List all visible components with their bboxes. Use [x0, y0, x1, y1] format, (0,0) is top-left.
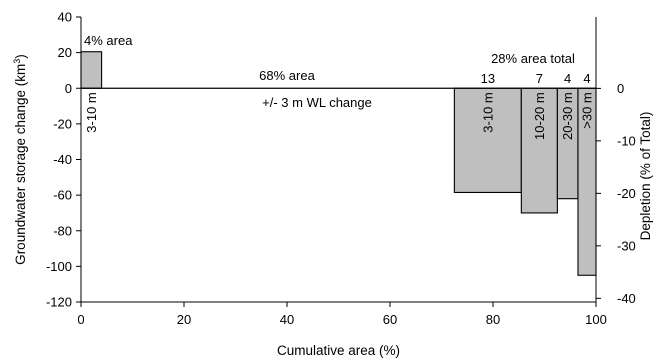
bar-label-0: 3-10 m — [84, 92, 99, 132]
count-label: 4 — [564, 71, 571, 86]
bars-layer — [80, 51, 597, 276]
y-tick-label: -80 — [53, 223, 72, 238]
y2-tick-label: -40 — [617, 291, 636, 306]
y-tick-label: 0 — [65, 81, 72, 96]
count-label: 4 — [583, 71, 590, 86]
y-tick-label: -100 — [46, 259, 72, 274]
y-tick-label: -20 — [53, 116, 72, 131]
y-axis-title-suffix: ) — [13, 54, 28, 59]
y-tick-label: 40 — [58, 10, 72, 25]
y-tick-label: -120 — [46, 295, 72, 310]
y-axis-title-main: Groundwater storage change (km — [13, 64, 28, 265]
bar-0 — [80, 51, 103, 89]
y2-tick-label: -30 — [617, 238, 636, 253]
y2-tick-label: 0 — [617, 81, 624, 96]
count-label: 13 — [481, 71, 495, 86]
bar-label-3: 20-30 m — [560, 92, 575, 140]
annotation-28pct-area-total: 28% area total — [491, 51, 575, 66]
y-axis-title-superscript: 3 — [12, 59, 22, 64]
y2-tick-label: -10 — [617, 133, 636, 148]
bar-1 — [453, 87, 522, 194]
count-label: 7 — [536, 71, 543, 86]
bar-2 — [520, 87, 558, 214]
bar-label-1: 3-10 m — [480, 92, 495, 132]
x-axis-title: Cumulative area (%) — [277, 343, 400, 358]
annotation-wl-change: +/- 3 m WL change — [262, 95, 372, 110]
x-tick-label: 100 — [585, 312, 607, 327]
axes-layer: 40 20 0 -20 -40 -60 -80 -100 -120 0 -10 -20 -30 -40 0 2… — [46, 10, 636, 328]
y-tick-label: 20 — [58, 45, 72, 60]
bar-label-4: >30 m — [579, 92, 594, 129]
x-tick-label: 60 — [383, 312, 397, 327]
x-tick-label: 80 — [486, 312, 500, 327]
y2-tick-label: -20 — [617, 186, 636, 201]
labels-layer: 3-10 m 3-10 m 10-20 m 20-30 m >30 m 13 7 4 4 — [84, 71, 595, 140]
y-tick-label: -60 — [53, 188, 72, 203]
y-tick-label: -40 — [53, 152, 72, 167]
x-tick-label: 0 — [77, 312, 84, 327]
x-tick-label: 20 — [177, 312, 191, 327]
annotation-68pct-area: 68% area — [259, 68, 315, 83]
bar-label-2: 10-20 m — [532, 92, 547, 140]
x-tick-label: 40 — [280, 312, 294, 327]
y-axis-title: Groundwater storage change (km3) — [12, 54, 28, 265]
annotation-4pct-area: 4% area — [84, 33, 133, 48]
y2-axis-title: Depletion (% of Total) — [638, 112, 653, 241]
